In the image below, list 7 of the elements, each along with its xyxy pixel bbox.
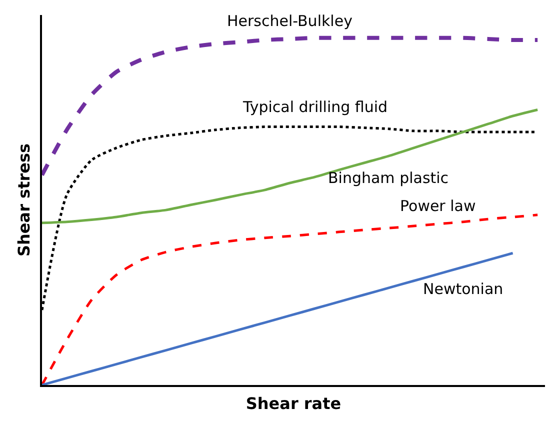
series-label: Bingham plastic	[328, 169, 449, 187]
series-label: Typical drilling fluid	[242, 98, 388, 116]
series-label: Power law	[400, 197, 476, 215]
y-axis-title: Shear stress	[14, 144, 34, 256]
series-label: Herschel-Bulkley	[227, 12, 353, 30]
x-axis-title: Shear rate	[246, 394, 342, 414]
series-label: Newtonian	[423, 280, 504, 298]
